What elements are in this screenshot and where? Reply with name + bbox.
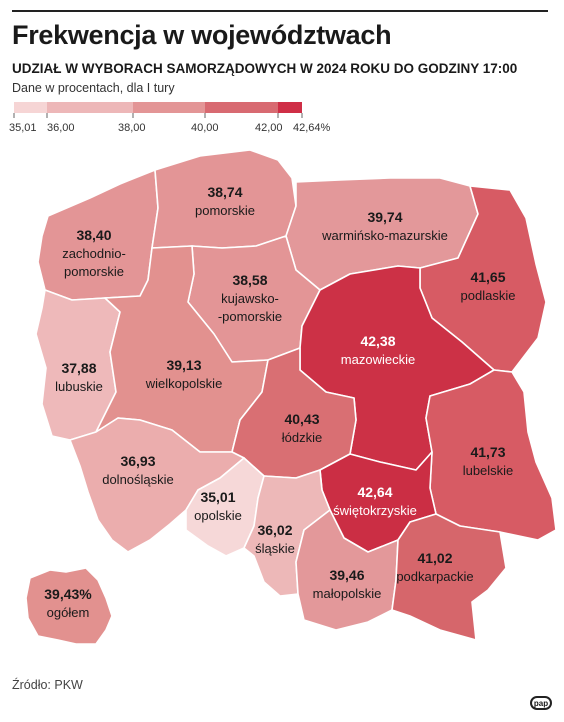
name-kujawsko-pomorskie-1: kujawsko- — [221, 291, 279, 306]
value-lodzkie: 40,43 — [284, 411, 319, 427]
name-podlaskie: podlaskie — [461, 288, 516, 303]
value-warminsko-mazurskie: 39,74 — [367, 209, 402, 225]
value-swietokrzyskie: 42,64 — [357, 484, 392, 500]
name-lubelskie: lubelskie — [463, 463, 514, 478]
name-malopolskie: małopolskie — [313, 586, 382, 601]
name-opolskie: opolskie — [194, 508, 242, 523]
value-malopolskie: 39,46 — [329, 567, 364, 583]
source-note: Źródło: PKW — [12, 678, 83, 692]
value-kujawsko-pomorskie: 38,58 — [232, 272, 267, 288]
name-zachodniopomorskie-1: zachodnio- — [62, 246, 126, 261]
legend-tick-6: 42,64% — [293, 122, 331, 134]
legend-swatch-4 — [205, 102, 278, 113]
name-dolnoslaskie: dolnośląskie — [102, 472, 174, 487]
value-wielkopolskie: 39,13 — [166, 357, 201, 373]
legend-tick-1: 35,01 — [9, 122, 37, 134]
value-podlaskie: 41,65 — [470, 269, 505, 285]
poland-overall-inset — [25, 567, 113, 645]
legend-tick-5: 42,00 — [255, 122, 283, 134]
value-opolskie: 35,01 — [200, 489, 235, 505]
pap-logo: pap — [530, 696, 552, 710]
data-note: Dane w procentach, dla I tury — [12, 81, 175, 95]
region-podkarpackie — [391, 513, 507, 641]
top-rule — [12, 10, 548, 12]
name-kujawsko-pomorskie-2: -pomorskie — [218, 309, 282, 324]
value-dolnoslaskie: 36,93 — [120, 453, 155, 469]
name-overall: ogółem — [47, 605, 90, 620]
map-subtitle: UDZIAŁ W WYBORACH SAMORZĄDOWYCH W 2024 R… — [12, 61, 518, 76]
name-slaskie: śląskie — [255, 541, 295, 556]
legend-swatch-5 — [278, 102, 302, 113]
name-wielkopolskie: wielkopolskie — [145, 376, 223, 391]
value-lubelskie: 41,73 — [470, 444, 505, 460]
value-zachodniopomorskie: 38,40 — [76, 227, 111, 243]
value-slaskie: 36,02 — [257, 522, 292, 538]
name-lubuskie: lubuskie — [55, 379, 103, 394]
name-mazowieckie: mazowieckie — [341, 352, 415, 367]
value-podkarpackie: 41,02 — [417, 550, 452, 566]
name-zachodniopomorskie-2: pomorskie — [64, 264, 124, 279]
value-pomorskie: 38,74 — [207, 184, 242, 200]
color-legend: 35,01 36,00 38,00 40,00 42,00 42,64% — [9, 102, 331, 134]
value-lubuskie: 37,88 — [61, 360, 96, 376]
map-title: Frekwencja w województwach — [12, 20, 392, 50]
value-overall: 39,43% — [44, 586, 92, 602]
legend-swatch-1 — [14, 102, 47, 113]
legend-tick-2: 36,00 — [47, 122, 75, 134]
value-mazowieckie: 42,38 — [360, 333, 395, 349]
name-pomorskie: pomorskie — [195, 203, 255, 218]
legend-tick-4: 40,00 — [191, 122, 219, 134]
legend-tick-3: 38,00 — [118, 122, 146, 134]
name-lodzkie: łódzkie — [282, 430, 322, 445]
name-podkarpackie: podkarpackie — [396, 569, 473, 584]
name-swietokrzyskie: świętokrzyskie — [333, 503, 417, 518]
region-malopolskie — [295, 509, 399, 631]
legend-swatch-3 — [133, 102, 205, 113]
legend-swatch-2 — [47, 102, 133, 113]
name-warminsko-mazurskie: warmińsko-mazurskie — [321, 228, 448, 243]
